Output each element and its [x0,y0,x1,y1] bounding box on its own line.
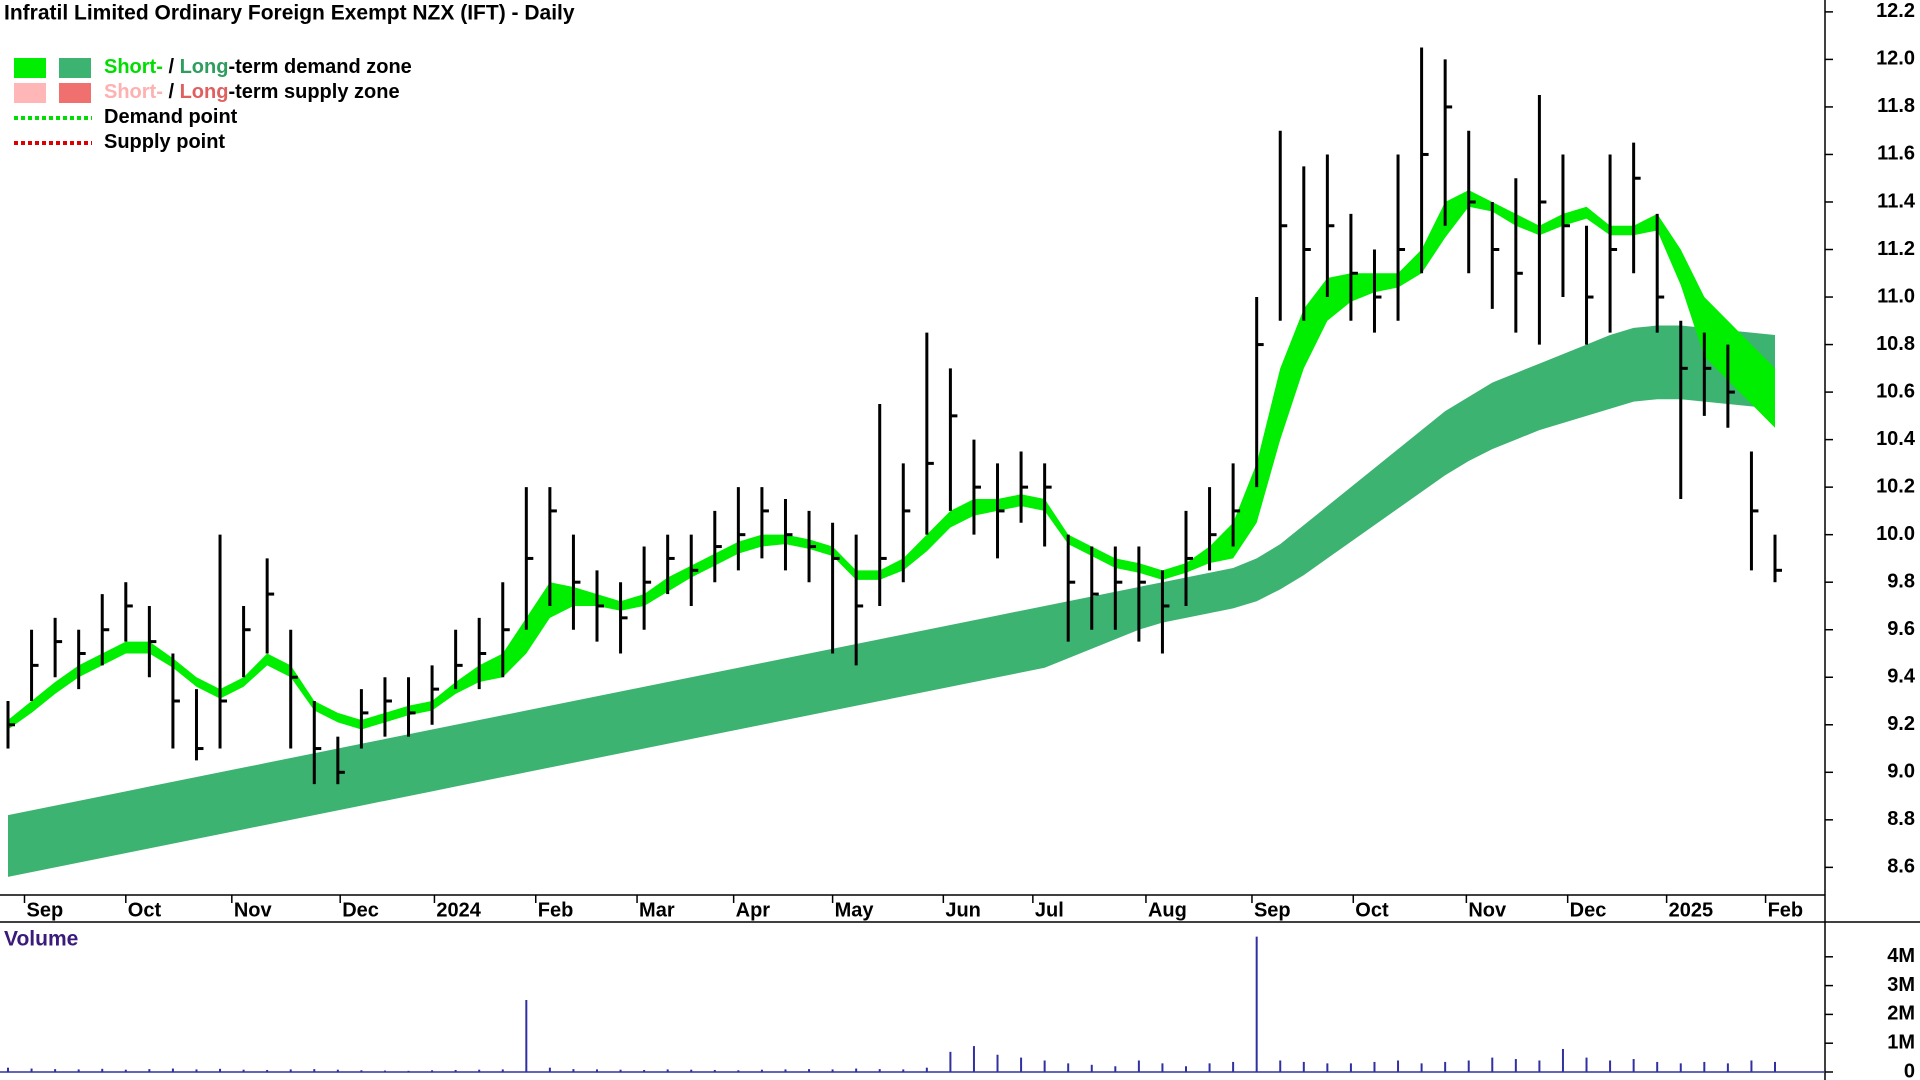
x-tick-label: Oct [1355,899,1389,921]
x-tick-label: Mar [639,899,675,921]
y-tick-label: 9.2 [1887,713,1915,735]
legend-part: / [163,81,180,103]
x-tick-label: Feb [538,899,574,921]
y-tick-label: 11.8 [1877,95,1915,117]
legend-swatch [59,83,91,103]
x-tick-label: Sep [1254,899,1291,921]
legend-part: Long [180,81,229,103]
y-tick-label: 11.6 [1877,143,1915,165]
y-tick-label: 10.6 [1876,380,1915,402]
y-tick-label: 10.8 [1876,333,1915,355]
legend-part: Supply point [104,131,225,153]
legend-part: -term demand zone [228,56,411,78]
x-tick-label: Feb [1768,899,1804,921]
x-tick-label: Sep [26,899,63,921]
y-tick-label: 11.2 [1877,238,1915,260]
y-tick-label: 11.0 [1877,285,1915,307]
zone-band [8,325,1775,877]
chart-title: Infratil Limited Ordinary Foreign Exempt… [4,2,575,25]
y-tick-label: 10.0 [1876,523,1915,545]
legend-label: Short- / Long-term demand zone [104,56,412,78]
legend-part: Short- [104,56,163,78]
y-tick-label: 10.4 [1876,428,1916,450]
x-tick-label: 2024 [436,899,481,921]
y-tick-label: 9.8 [1887,570,1915,592]
x-tick-label: Aug [1148,899,1187,921]
volume-tick-label: 1M [1887,1031,1915,1053]
y-tick-label: 8.6 [1887,856,1915,878]
y-tick-label: 9.0 [1887,761,1915,783]
legend-label: Short- / Long-term supply zone [104,81,400,103]
x-tick-label: Dec [342,899,379,921]
y-tick-label: 12.0 [1876,48,1915,70]
y-tick-label: 10.2 [1876,475,1915,497]
legend-part: Long [180,56,229,78]
legend-swatch [14,58,46,78]
legend-part: / [163,56,180,78]
x-tick-label: Nov [234,899,273,921]
bands [8,190,1775,877]
volume-tick-label: 0 [1904,1060,1915,1080]
y-tick-label: 9.6 [1887,618,1915,640]
volume-tick-label: 3M [1887,974,1915,996]
volume-title: Volume [4,928,78,951]
y-tick-label: 9.4 [1887,666,1916,688]
legend-part: Short- [104,81,163,103]
legend-part: -term supply zone [228,81,399,103]
x-tick-label: Nov [1468,899,1507,921]
x-tick-label: 2025 [1669,899,1714,921]
zone-band [8,190,1775,730]
legend-label: Supply point [104,131,225,153]
volume-tick-label: 4M [1887,945,1915,967]
x-tick-label: Dec [1570,899,1607,921]
x-tick-label: Apr [736,899,771,921]
legend-swatch [14,83,46,103]
legend-swatch [59,58,91,78]
x-tick-label: Oct [128,899,162,921]
y-tick-label: 12.2 [1876,0,1915,22]
x-tick-label: Jul [1035,899,1064,921]
x-tick-label: Jun [945,899,981,921]
x-tick-label: May [835,899,875,921]
legend-part: Demand point [104,106,238,128]
y-tick-label: 11.4 [1877,190,1916,212]
volume-tick-label: 2M [1887,1003,1915,1025]
legend-label: Demand point [104,106,238,128]
y-tick-label: 8.8 [1887,808,1915,830]
